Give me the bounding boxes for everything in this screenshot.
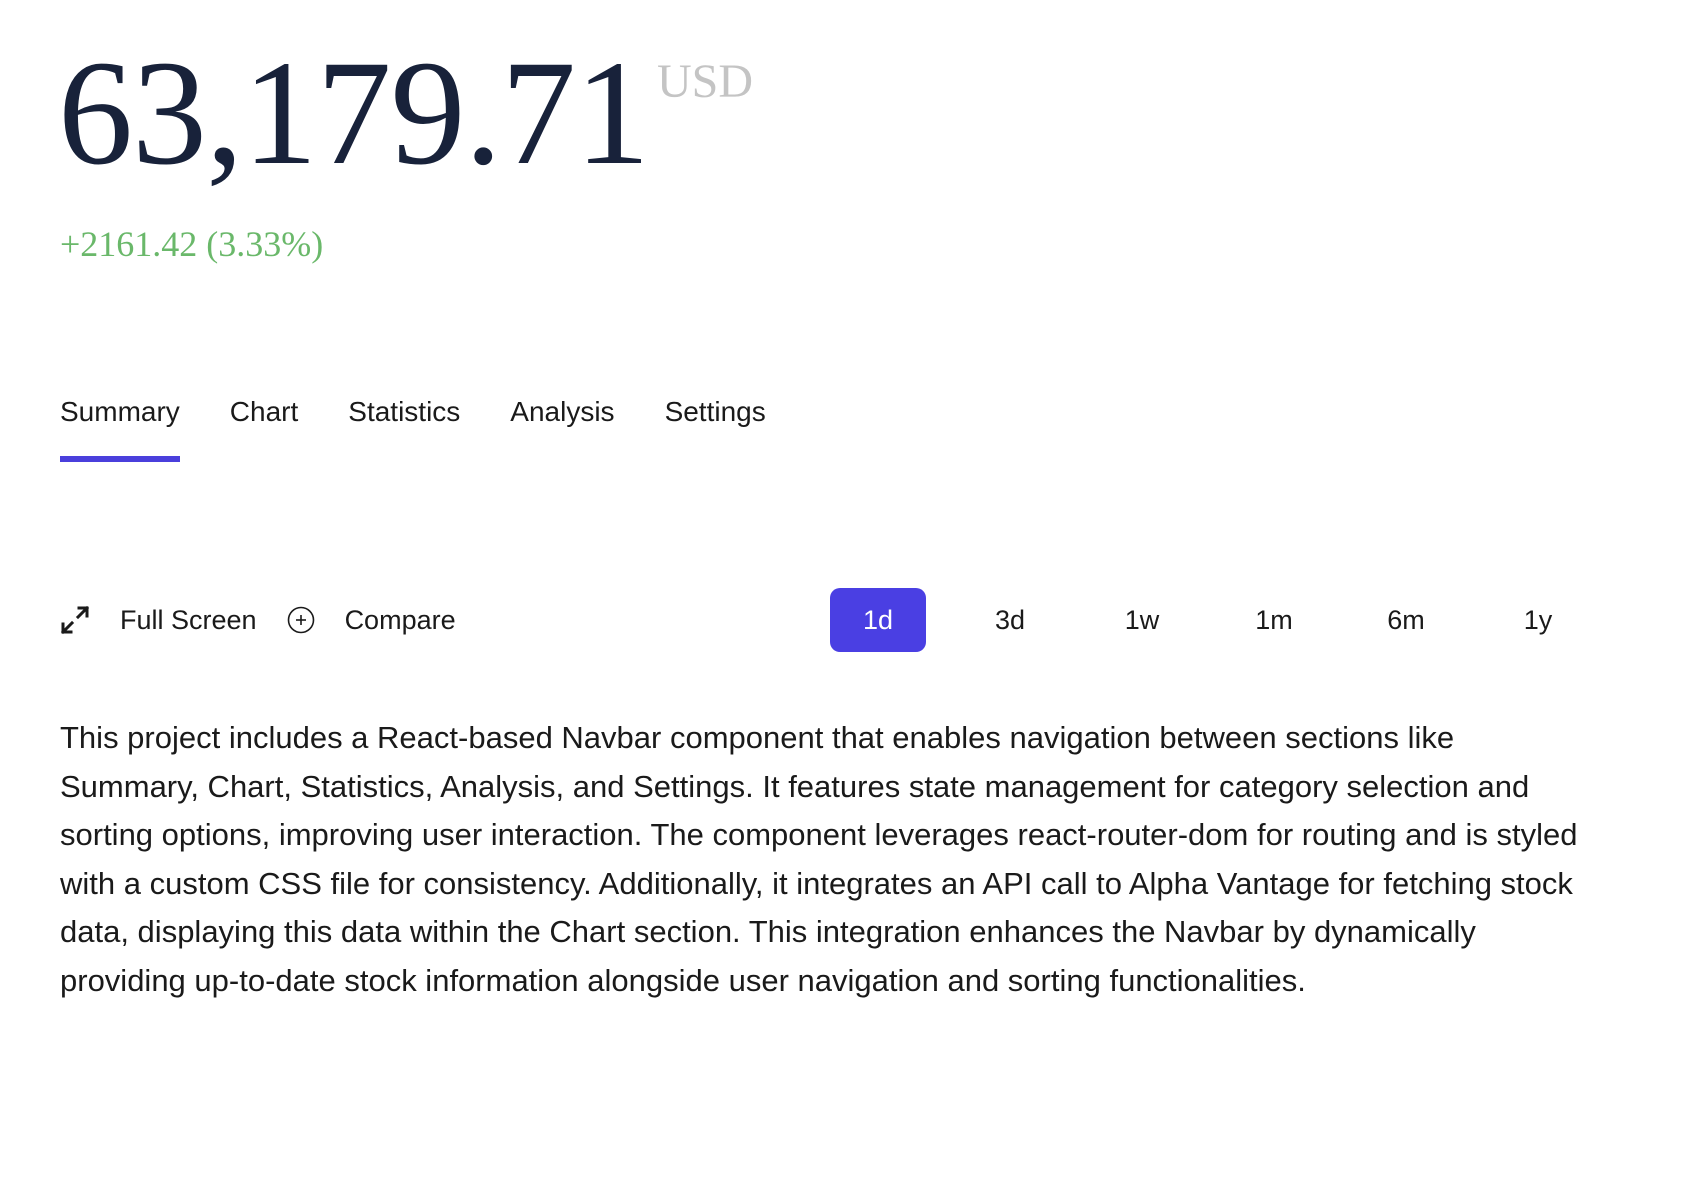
time-range-selector: 1d 3d 1w 1m 6m 1y [830,588,1622,652]
summary-description: This project includes a React-based Navb… [60,720,1578,998]
expand-arrows-icon [60,605,90,635]
range-button-3d[interactable]: 3d [994,604,1026,635]
range-button-1m[interactable]: 1m [1255,604,1293,635]
range-button-6m[interactable]: 6m [1387,604,1425,635]
tab-analysis-label: Analysis [510,396,615,427]
tab-settings-label: Settings [664,396,766,427]
chart-toolbar: Full Screen Compare [60,588,456,652]
compare-button[interactable]: Compare [257,600,456,640]
tab-analysis[interactable]: Analysis [510,392,614,462]
price-change: +2161.42 (3.33%) [60,224,324,264]
price-value: 63,179.71 [58,30,650,196]
tab-summary-label: Summary [60,396,180,427]
range-button-1d[interactable]: 1d [830,588,926,652]
compare-label: Compare [344,605,456,635]
tab-settings[interactable]: Settings [665,392,766,462]
price-header: 63,179.71 USD [58,38,753,188]
tab-chart[interactable]: Chart [230,392,298,462]
price-currency: USD [657,55,754,108]
tab-statistics[interactable]: Statistics [348,392,460,462]
tab-summary[interactable]: Summary [60,392,180,462]
full-screen-button[interactable]: Full Screen [60,600,257,640]
range-button-1y[interactable]: 1y [1523,604,1553,635]
plus-circle-icon [287,606,314,634]
tab-statistics-label: Statistics [348,396,461,427]
range-button-1w[interactable]: 1w [1124,604,1160,635]
tab-chart-label: Chart [229,396,299,427]
full-screen-label: Full Screen [120,605,257,635]
tab-bar: Summary Chart Statistics Analysis Settin… [60,392,766,462]
